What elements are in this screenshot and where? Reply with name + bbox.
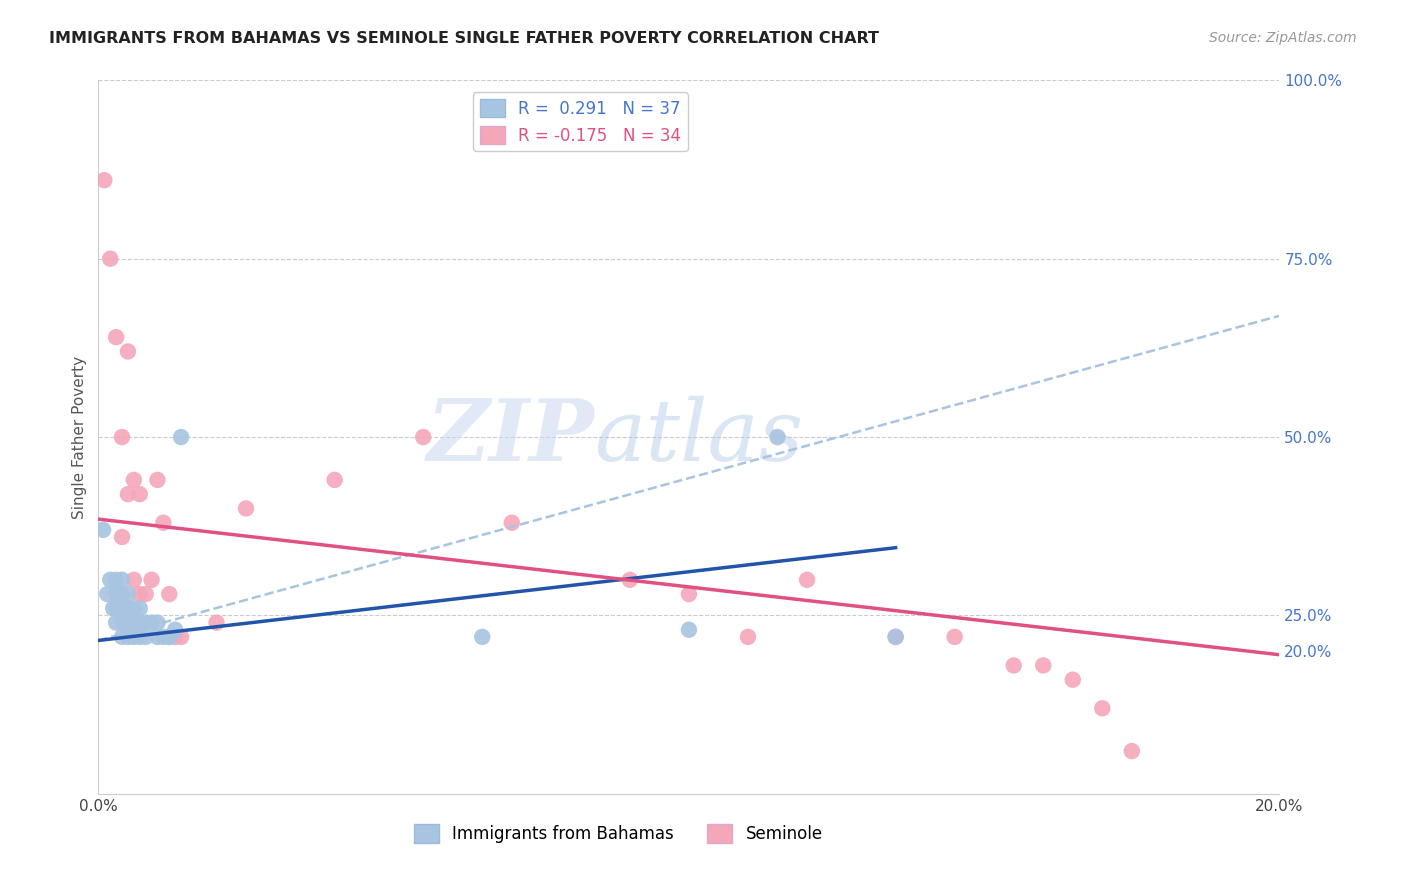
Point [117, 587, 139, 601]
Point [103, 601, 125, 615]
Point [105, 587, 128, 601]
Point [170, 630, 193, 644]
Point [111, 530, 134, 544]
Point [111, 573, 134, 587]
Point [128, 587, 150, 601]
Point [135, 630, 157, 644]
Point [122, 573, 145, 587]
Point [122, 601, 145, 615]
Point [91, 523, 114, 537]
Point [93, 173, 115, 187]
Point [796, 573, 818, 587]
Point [105, 615, 128, 630]
Point [105, 330, 128, 344]
Point [943, 630, 966, 644]
Point [412, 430, 434, 444]
Point [122, 615, 145, 630]
Point [141, 615, 163, 630]
Point [111, 615, 134, 630]
Point [111, 587, 134, 601]
Point [96, 587, 118, 601]
Point [146, 615, 169, 630]
Text: IMMIGRANTS FROM BAHAMAS VS SEMINOLE SINGLE FATHER POVERTY CORRELATION CHART: IMMIGRANTS FROM BAHAMAS VS SEMINOLE SING… [49, 31, 879, 46]
Point [146, 630, 169, 644]
Point [135, 587, 157, 601]
Text: ZIP: ZIP [426, 395, 595, 479]
Point [141, 573, 163, 587]
Point [235, 501, 257, 516]
Point [884, 630, 907, 644]
Point [1091, 701, 1114, 715]
Point [128, 601, 150, 615]
Point [678, 587, 700, 601]
Point [152, 630, 174, 644]
Legend: Immigrants from Bahamas, Seminole: Immigrants from Bahamas, Seminole [406, 818, 830, 850]
Point [619, 573, 641, 587]
Point [152, 516, 174, 530]
Point [205, 615, 228, 630]
Point [135, 615, 157, 630]
Point [501, 516, 523, 530]
Point [471, 630, 494, 644]
Point [128, 615, 150, 630]
Point [98, 252, 121, 266]
Point [165, 623, 187, 637]
Point [128, 487, 150, 501]
Point [1121, 744, 1143, 758]
Point [117, 601, 139, 615]
Point [122, 473, 145, 487]
Point [117, 630, 139, 644]
Point [678, 623, 700, 637]
Text: atlas: atlas [595, 396, 804, 478]
Point [165, 630, 187, 644]
Point [766, 430, 789, 444]
Point [122, 630, 145, 644]
Point [105, 573, 128, 587]
Text: Source: ZipAtlas.com: Source: ZipAtlas.com [1209, 31, 1357, 45]
Point [884, 630, 907, 644]
Point [1062, 673, 1084, 687]
Point [1002, 658, 1025, 673]
Point [111, 601, 134, 615]
Point [1032, 658, 1054, 673]
Point [146, 473, 169, 487]
Point [323, 473, 346, 487]
Point [128, 630, 150, 644]
Point [105, 601, 128, 615]
Y-axis label: Single Father Poverty: Single Father Poverty [72, 356, 87, 518]
Point [170, 430, 193, 444]
Point [98, 573, 121, 587]
Point [157, 630, 180, 644]
Point [117, 344, 139, 359]
Point [737, 630, 759, 644]
Point [117, 615, 139, 630]
Point [157, 587, 180, 601]
Point [111, 430, 134, 444]
Point [157, 630, 180, 644]
Point [117, 487, 139, 501]
Point [111, 630, 134, 644]
